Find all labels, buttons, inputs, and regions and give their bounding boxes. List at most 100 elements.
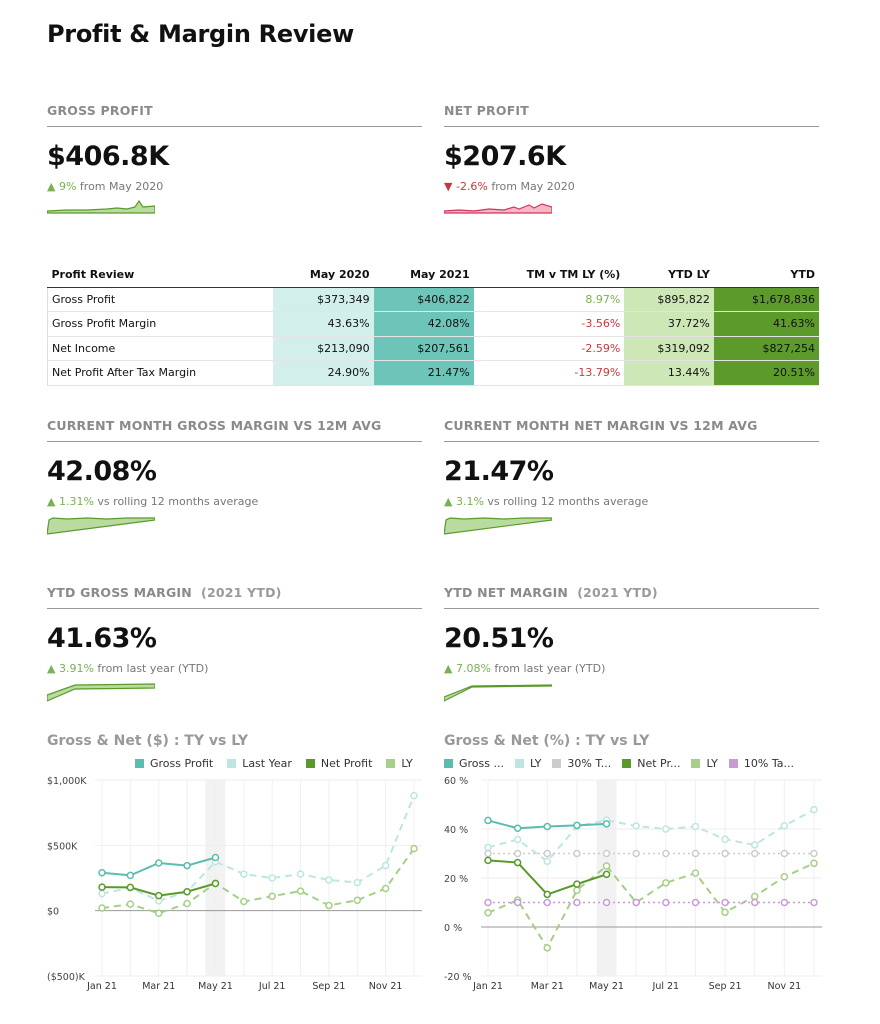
data-point[interactable] <box>543 822 552 831</box>
data-point[interactable] <box>211 853 220 862</box>
data-point[interactable] <box>573 898 581 907</box>
data-point[interactable] <box>154 909 163 918</box>
data-point[interactable] <box>484 843 492 852</box>
data-point[interactable] <box>691 898 700 907</box>
data-point[interactable] <box>211 879 220 887</box>
data-point[interactable] <box>353 896 362 904</box>
data-point[interactable] <box>325 876 333 884</box>
legend-item[interactable]: Gross ... <box>444 757 504 770</box>
data-point[interactable] <box>543 898 552 907</box>
data-point[interactable] <box>662 879 670 887</box>
data-point[interactable] <box>543 857 552 866</box>
data-point[interactable] <box>602 820 611 828</box>
data-point[interactable] <box>98 869 106 877</box>
data-point[interactable] <box>183 899 191 908</box>
data-point[interactable] <box>632 898 640 907</box>
data-point[interactable] <box>183 861 191 870</box>
data-point[interactable] <box>513 835 522 844</box>
data-point[interactable] <box>513 849 522 858</box>
data-point[interactable] <box>240 870 248 878</box>
data-point[interactable] <box>573 886 581 894</box>
data-point[interactable] <box>484 909 492 917</box>
data-point[interactable] <box>721 908 729 917</box>
data-point[interactable] <box>126 900 135 908</box>
data-point[interactable] <box>602 816 611 824</box>
legend-item[interactable]: 30% T... <box>552 757 611 770</box>
data-point[interactable] <box>721 898 729 907</box>
data-point[interactable] <box>573 849 581 858</box>
data-point[interactable] <box>98 904 106 912</box>
data-point[interactable] <box>268 874 276 882</box>
data-point[interactable] <box>154 897 163 905</box>
data-point[interactable] <box>154 859 163 867</box>
data-point[interactable] <box>268 892 276 901</box>
data-point[interactable] <box>750 841 759 849</box>
data-point[interactable] <box>543 890 552 899</box>
data-point[interactable] <box>721 849 729 858</box>
data-point[interactable] <box>632 898 640 907</box>
data-point[interactable] <box>780 898 789 907</box>
data-point[interactable] <box>183 887 191 896</box>
legend-item[interactable]: Gross Profit <box>135 757 213 770</box>
data-point[interactable] <box>810 859 818 868</box>
data-point[interactable] <box>750 898 759 907</box>
legend-item[interactable]: Net Pr... <box>622 757 680 770</box>
legend-item[interactable]: Last Year <box>227 757 292 770</box>
data-point[interactable] <box>543 849 552 858</box>
data-point[interactable] <box>632 822 640 830</box>
data-point[interactable] <box>662 849 670 858</box>
data-point[interactable] <box>410 844 418 853</box>
data-point[interactable] <box>810 849 818 858</box>
data-point[interactable] <box>543 944 552 952</box>
data-point[interactable] <box>691 822 700 831</box>
data-point[interactable] <box>632 849 640 858</box>
data-point[interactable] <box>484 816 492 825</box>
data-point[interactable] <box>750 892 759 901</box>
data-point[interactable] <box>662 825 670 833</box>
data-point[interactable] <box>126 884 135 892</box>
data-point[interactable] <box>296 870 305 878</box>
data-point[interactable] <box>573 822 581 831</box>
data-point[interactable] <box>810 805 818 814</box>
data-point[interactable] <box>484 849 492 858</box>
data-point[interactable] <box>98 889 106 898</box>
data-point[interactable] <box>98 883 106 891</box>
data-point[interactable] <box>602 898 611 907</box>
data-point[interactable] <box>750 849 759 858</box>
data-point[interactable] <box>513 858 522 867</box>
data-point[interactable] <box>126 883 135 892</box>
data-point[interactable] <box>780 822 789 830</box>
data-point[interactable] <box>154 891 163 900</box>
data-point[interactable] <box>662 898 670 907</box>
legend-item[interactable]: LY <box>691 757 718 770</box>
data-point[interactable] <box>296 887 305 895</box>
data-point[interactable] <box>810 898 818 907</box>
data-point[interactable] <box>126 871 135 880</box>
data-point[interactable] <box>183 887 191 896</box>
data-point[interactable] <box>780 873 789 881</box>
data-point[interactable] <box>573 880 581 888</box>
data-point[interactable] <box>381 884 390 893</box>
data-point[interactable] <box>484 898 492 907</box>
data-point[interactable] <box>691 849 700 858</box>
legend-item[interactable]: 10% Ta... <box>728 757 794 770</box>
data-point[interactable] <box>513 896 522 904</box>
data-point[interactable] <box>602 849 611 858</box>
legend-item[interactable]: LY <box>386 757 413 770</box>
data-point[interactable] <box>353 878 362 887</box>
data-point[interactable] <box>484 856 492 865</box>
data-point[interactable] <box>513 824 522 833</box>
data-point[interactable] <box>573 821 581 830</box>
data-point[interactable] <box>602 870 611 879</box>
data-point[interactable] <box>211 879 220 888</box>
data-point[interactable] <box>381 861 390 870</box>
data-point[interactable] <box>410 791 418 800</box>
data-point[interactable] <box>721 835 729 844</box>
legend-item[interactable]: Net Profit <box>305 757 372 770</box>
data-point[interactable] <box>691 869 700 877</box>
data-point[interactable] <box>211 857 220 866</box>
legend-item[interactable]: LY <box>514 757 541 770</box>
data-point[interactable] <box>602 862 611 870</box>
data-point[interactable] <box>780 849 789 858</box>
data-point[interactable] <box>513 898 522 907</box>
